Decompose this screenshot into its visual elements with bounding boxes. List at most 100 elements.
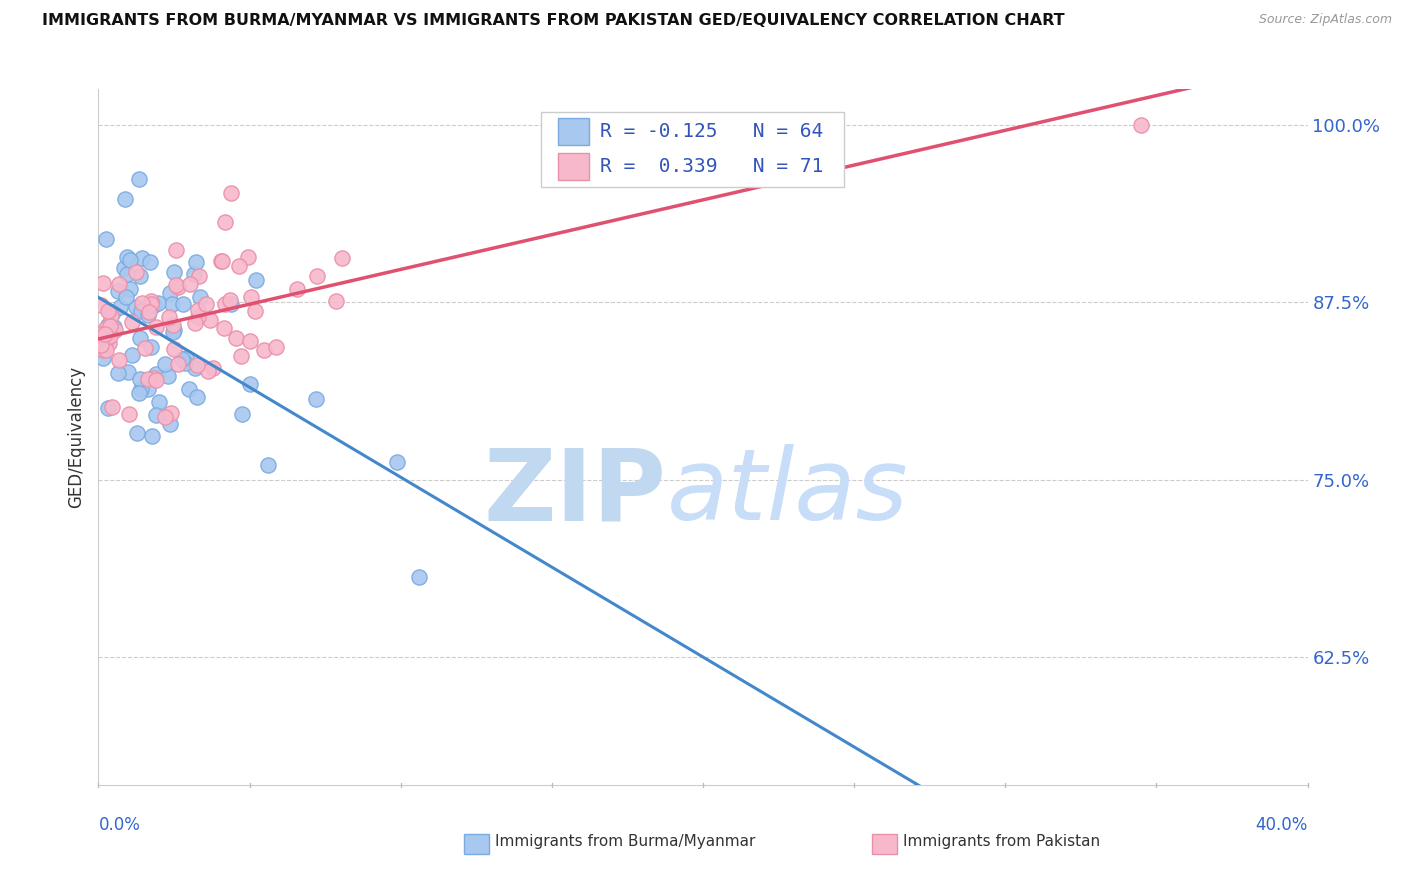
Point: [173, 356, 195, 370]
Point: [104, 323, 127, 337]
Point: [163, 265, 186, 279]
Point: [228, 259, 250, 273]
Point: [129, 331, 152, 345]
Point: [153, 357, 176, 371]
Point: [184, 254, 207, 268]
Point: [128, 172, 150, 186]
Point: [118, 407, 141, 421]
Point: [117, 365, 139, 379]
Point: [139, 293, 162, 308]
Point: [108, 353, 131, 368]
Point: [131, 382, 153, 396]
Point: [153, 409, 176, 424]
Point: [330, 252, 353, 266]
Point: [142, 371, 165, 385]
Point: [162, 325, 184, 339]
Point: [145, 409, 167, 423]
Point: [139, 297, 162, 311]
Point: [225, 331, 247, 345]
Point: [91, 343, 114, 358]
Point: [103, 319, 125, 334]
Point: [157, 310, 180, 325]
Point: [231, 407, 253, 421]
Point: [188, 290, 211, 304]
Point: [107, 366, 129, 380]
Text: IMMIGRANTS FROM BURMA/MYANMAR VS IMMIGRANTS FROM PAKISTAN GED/EQUIVALENCY CORREL: IMMIGRANTS FROM BURMA/MYANMAR VS IMMIGRA…: [42, 13, 1064, 29]
Point: [131, 252, 153, 266]
Point: [101, 400, 124, 414]
Point: [385, 455, 408, 469]
Point: [148, 395, 170, 409]
Point: [183, 267, 205, 281]
Point: [136, 308, 159, 322]
Point: [139, 255, 162, 269]
Point: [97, 401, 120, 416]
Point: [115, 250, 138, 264]
Point: [94, 343, 117, 357]
Point: [243, 303, 266, 318]
Point: [121, 348, 143, 362]
Point: [142, 298, 165, 312]
Point: [129, 303, 152, 318]
Point: [131, 295, 153, 310]
Point: [108, 300, 131, 314]
Point: [256, 458, 278, 473]
Text: atlas: atlas: [666, 444, 908, 541]
Point: [90, 326, 112, 341]
Point: [96, 333, 118, 347]
Point: [90, 298, 112, 312]
Point: [160, 406, 183, 420]
Point: [91, 351, 114, 366]
Point: [183, 316, 205, 330]
Point: [117, 268, 139, 282]
Point: [209, 254, 232, 268]
Point: [253, 343, 276, 357]
Point: [179, 277, 201, 292]
Text: Immigrants from Pakistan: Immigrants from Pakistan: [903, 834, 1099, 848]
Point: [128, 386, 150, 401]
Point: [157, 368, 180, 383]
Point: [408, 570, 430, 584]
Point: [97, 318, 120, 332]
Point: [129, 269, 152, 284]
Point: [112, 260, 135, 275]
Point: [138, 372, 160, 386]
Point: [239, 376, 262, 391]
Point: [98, 329, 121, 343]
Point: [141, 429, 163, 443]
Point: [145, 373, 167, 387]
Point: [266, 340, 288, 354]
Point: [129, 372, 152, 386]
Point: [186, 390, 208, 404]
Point: [165, 243, 187, 257]
Point: [96, 321, 118, 335]
Point: [236, 250, 259, 264]
Point: [325, 294, 347, 309]
Text: R =  0.339   N = 71: R = 0.339 N = 71: [600, 157, 824, 177]
Point: [214, 321, 236, 335]
Point: [101, 304, 124, 318]
Point: [240, 290, 263, 304]
Point: [184, 361, 207, 376]
Point: [221, 186, 243, 200]
Point: [170, 351, 193, 366]
Point: [98, 318, 121, 333]
Point: [162, 318, 184, 332]
Point: [125, 264, 148, 278]
Point: [93, 327, 115, 342]
Point: [139, 340, 162, 354]
Point: [107, 284, 129, 298]
Point: [174, 351, 197, 366]
Point: [125, 425, 148, 440]
Point: [1130, 118, 1153, 132]
Point: [138, 305, 160, 319]
Y-axis label: GED/Equivalency: GED/Equivalency: [67, 366, 86, 508]
Point: [219, 297, 242, 311]
Point: [245, 272, 267, 286]
Point: [146, 296, 169, 310]
Text: Immigrants from Burma/Myanmar: Immigrants from Burma/Myanmar: [495, 834, 755, 848]
Point: [94, 231, 117, 245]
Point: [305, 268, 328, 283]
Point: [120, 252, 142, 267]
Point: [162, 296, 184, 310]
